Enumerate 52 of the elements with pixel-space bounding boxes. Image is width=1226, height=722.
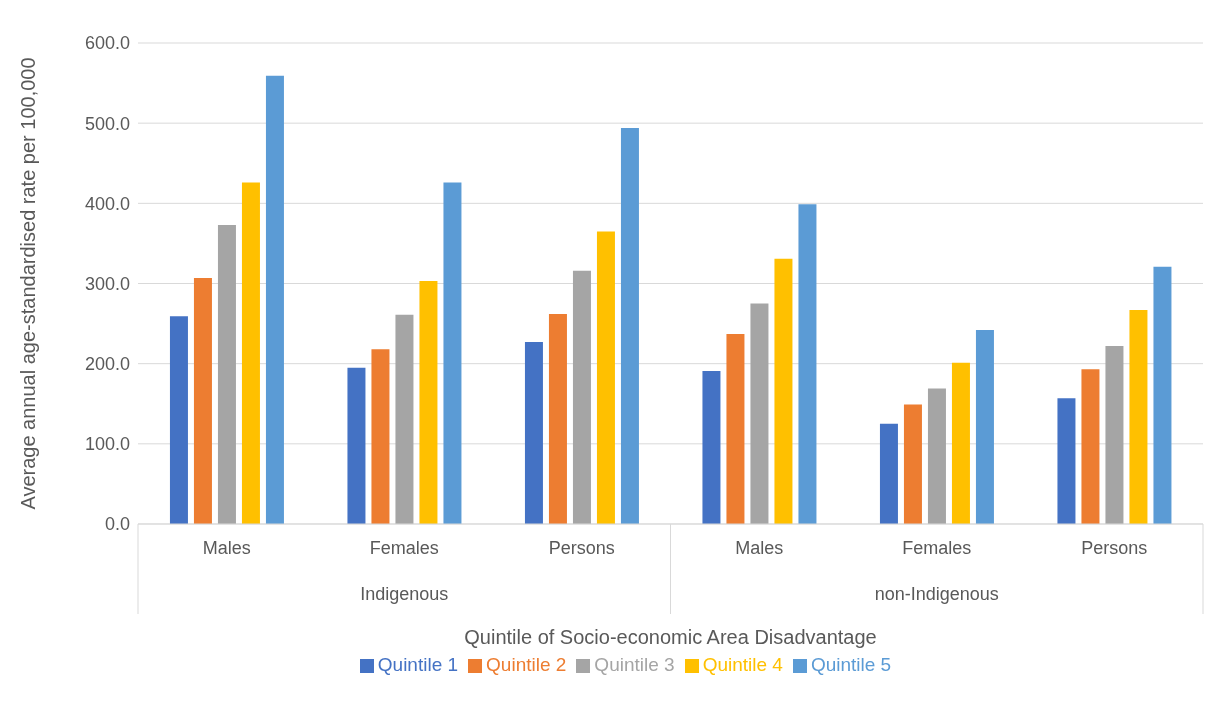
bar (774, 258, 793, 524)
legend-label: Quintile 3 (594, 654, 675, 675)
legend-label: Quintile 1 (377, 654, 459, 675)
bar (750, 303, 769, 524)
bar (548, 313, 567, 524)
y-tick-label: 500.0 (84, 113, 130, 134)
bar (798, 204, 817, 524)
text: non-Indigenous (874, 584, 999, 604)
bar (371, 349, 390, 524)
x-tick-label: Females (369, 538, 439, 558)
bar (265, 75, 284, 524)
y-tick-label: 0.0 (104, 514, 130, 535)
bar (347, 367, 366, 524)
bar (1081, 369, 1100, 524)
legend-label: Quintile 2 (486, 654, 567, 675)
y-tick-label: 300.0 (84, 273, 130, 294)
bar (524, 342, 543, 524)
x-tick-label: Persons (1081, 538, 1148, 558)
y-axis-title: Average annual age-standardised rate per 100,000 (17, 57, 40, 510)
text: Indigenous (360, 584, 449, 604)
bar (903, 404, 922, 524)
bar (395, 314, 414, 524)
bar (927, 388, 946, 524)
y-tick-label: 400.0 (84, 193, 130, 214)
bar (1129, 309, 1148, 524)
x-axis-title: Quintile of Socio-economic Area Disadvantage (464, 626, 877, 648)
bar (620, 127, 639, 524)
bar (975, 330, 994, 524)
bar (596, 231, 615, 524)
legend-label: Quintile 5 (810, 654, 892, 675)
bar (217, 224, 236, 524)
bar (443, 182, 462, 524)
x-tick-label: Females (902, 538, 972, 558)
legend-label: Quintile 4 (702, 654, 783, 675)
y-tick-label: 200.0 (84, 354, 130, 375)
x-tick-label: Persons (548, 538, 615, 558)
bar (879, 423, 898, 524)
x-tick-label: Males (735, 538, 784, 558)
bar (1105, 346, 1124, 524)
bar (951, 362, 970, 524)
bar (193, 277, 212, 524)
bar (702, 370, 721, 524)
bar (726, 334, 745, 524)
bar (572, 270, 591, 524)
bar (1153, 266, 1172, 524)
bar (241, 182, 260, 524)
y-tick-label: 600.0 (84, 33, 130, 54)
x-tick-label: Males (202, 538, 251, 558)
bar (419, 281, 438, 524)
bar (1057, 398, 1076, 524)
y-tick-label: 100.0 (84, 434, 130, 455)
bar (169, 316, 188, 524)
